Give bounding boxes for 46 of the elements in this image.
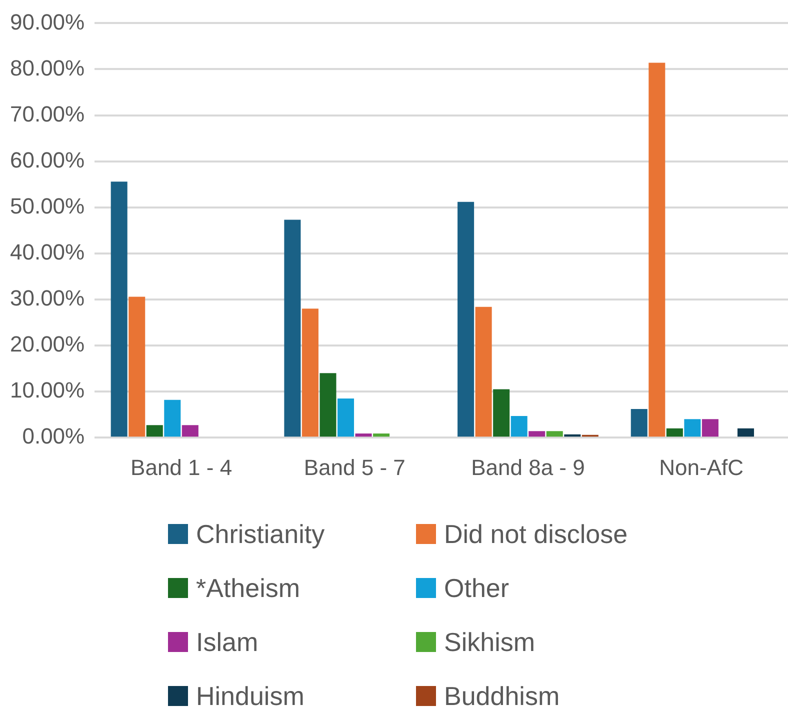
- bar: [320, 373, 336, 437]
- bar: [475, 306, 492, 437]
- legend-label: Hinduism: [195, 680, 306, 712]
- bar: [493, 389, 510, 437]
- y-tick-label: 30.00%: [10, 286, 85, 311]
- y-tick-label: 60.00%: [10, 147, 85, 172]
- bar: [737, 428, 754, 437]
- x-tick-label: Band 8a - 9: [471, 454, 585, 480]
- bar: [373, 433, 390, 437]
- y-tick-label: 90.00%: [10, 9, 85, 34]
- bar: [302, 308, 318, 437]
- bar: [510, 416, 528, 437]
- bar: [564, 434, 581, 437]
- bar: [546, 431, 563, 437]
- y-tick-label: 50.00%: [10, 193, 85, 218]
- bar: [337, 398, 354, 437]
- y-tick-label: 20.00%: [10, 332, 85, 357]
- legend-label: Sikhism: [443, 626, 536, 658]
- legend-label: Christianity: [195, 518, 326, 550]
- legend-label: Did not disclose: [443, 518, 629, 550]
- x-tick-label: Non-AfC: [659, 454, 744, 480]
- y-tick-label: 0.00%: [22, 424, 85, 449]
- legend-label: Islam: [195, 626, 260, 658]
- y-tick-label: 80.00%: [10, 55, 85, 80]
- x-tick-label: Band 1 - 4: [130, 454, 232, 480]
- bar: [128, 296, 146, 437]
- x-tick-label: Band 5 - 7: [304, 454, 406, 480]
- legend-label: *Atheism: [195, 572, 302, 604]
- bar: [458, 202, 474, 437]
- y-tick-label: 10.00%: [10, 378, 85, 403]
- bar: [648, 62, 666, 437]
- bar: [702, 419, 718, 437]
- bar: [666, 428, 683, 437]
- bar: [146, 425, 163, 437]
- legend-label: Other: [443, 572, 510, 604]
- y-tick-label: 40.00%: [10, 239, 85, 264]
- bar: [164, 400, 181, 437]
- bar: [528, 431, 546, 437]
- bar: [284, 220, 301, 437]
- bar: [182, 425, 198, 437]
- bar: [684, 419, 701, 437]
- legend-label: Buddhism: [443, 680, 561, 712]
- y-tick-label: 70.00%: [10, 101, 85, 126]
- bar: [630, 409, 648, 437]
- bar: [110, 182, 128, 437]
- bar: [355, 433, 372, 437]
